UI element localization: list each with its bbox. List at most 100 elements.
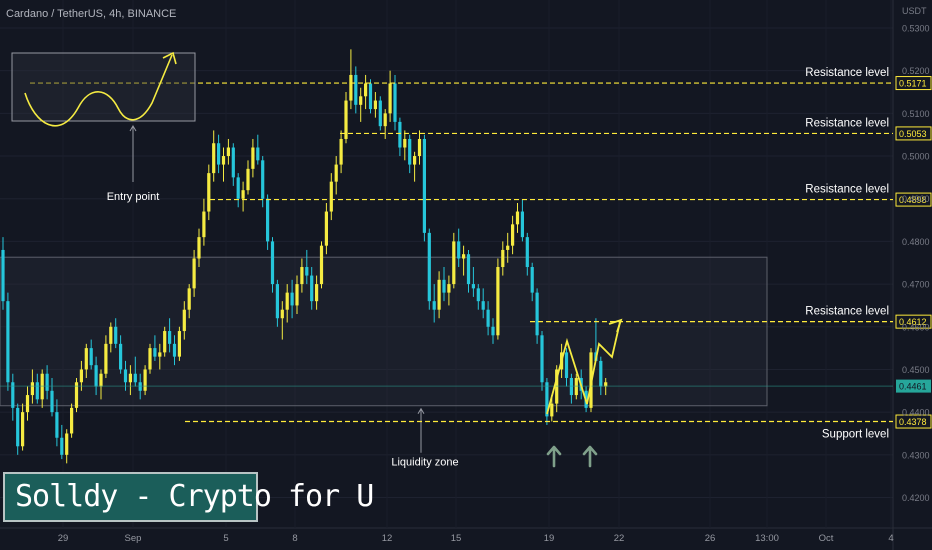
candle-body [94,365,98,387]
time-tick-label: 5 [223,533,228,544]
candle-body [339,138,343,165]
price-tick-label: 0.4500 [902,365,930,375]
current-price-badge [896,379,931,393]
watermark-badge: Solldy - Crypto for U [3,472,374,522]
level-price-label: 0.5171 [899,79,927,89]
candle-body [520,211,524,238]
bottom-marker-arrow [546,445,562,468]
candle-body [30,382,34,396]
time-tick-label: Oct [819,533,834,544]
candle-body [334,164,338,182]
candle-body [60,437,64,455]
double-bottom-path [546,321,621,415]
candle-body [25,395,30,413]
candle-body [217,143,221,165]
bottom-marker-arrow [582,445,598,468]
candle-body [437,279,441,310]
level-price-badge [895,76,932,91]
candle-body [168,331,172,344]
time-tick-label: 4 [888,533,893,544]
liquidity-zone-label: Liquidity zone [391,457,458,469]
level-price-badge [895,414,932,429]
candle-body [417,138,422,157]
candle-body [207,173,211,212]
price-tick-label: 0.4400 [902,408,930,418]
resistance-level-label: Resistance level [805,117,889,129]
candle-body [486,309,490,327]
candle-body [290,292,294,306]
candle-body [604,382,608,387]
candle-body [344,100,348,139]
candle-body [525,237,529,268]
time-tick-label: 22 [614,533,625,544]
candle-body [187,288,191,310]
level-price-badge [895,126,932,141]
level-price-label: 0.4378 [899,417,927,427]
level-price-label: 0.4612 [899,317,927,327]
candle-body [65,433,69,455]
time-tick-label: 8 [292,533,297,544]
level-price-label: 0.4898 [899,195,927,205]
price-tick-label: 0.5100 [902,109,930,119]
price-tick-label: 0.4200 [902,493,930,503]
level-price-badge [895,314,932,329]
candle-body [378,100,382,127]
time-tick-label: 13:00 [755,533,779,544]
candle-body [462,254,466,259]
candle-body [564,352,569,378]
levels-layer: 0.4461 Resistance level 0.5171 Resistance l… [0,67,932,441]
liquidity-zone-arrowhead [417,407,425,414]
candle-body [104,343,108,374]
time-tick-label: 26 [705,533,716,544]
resistance-level-label: Resistance level [805,306,889,318]
candle-body [143,369,147,391]
resistance-level-label: Resistance level [805,67,889,79]
candle-body [1,249,5,302]
candle-body [163,331,167,353]
time-axis[interactable]: 29 Sep 5 8 12 15 19 22 26 13:00 Oct 4 [58,533,894,544]
candle-body [535,292,539,336]
price-axis[interactable]: 0.5300 0.5200 0.5100 0.5000 0.4900 0.4800 0.47… [902,6,930,503]
candle-body [50,390,54,413]
candle-body [393,83,397,122]
price-unit-label: USDT [902,6,927,16]
candle-body [212,143,216,174]
candle-body [481,301,485,310]
candle-body [99,373,103,387]
price-tick-label: 0.4800 [902,237,930,247]
candle-body [158,352,162,357]
candle-body [368,83,373,110]
candle-body [236,177,240,199]
candle-body [403,138,407,148]
candle-body [128,373,132,383]
candle-body [123,369,128,383]
candle-body [202,211,206,238]
candle-body [315,284,319,302]
candle-body [295,284,299,306]
candle-body [231,147,235,178]
candle-body [466,254,471,285]
resistance-level-label: Resistance level [805,184,889,196]
candle-body [177,331,181,357]
candle-body [35,382,39,400]
candle-body [6,301,10,383]
level-price-label: 0.5053 [899,129,927,139]
candle-body [21,412,25,447]
candle-body [89,348,93,366]
candle-body [251,147,255,169]
price-tick-label: 0.5000 [902,152,930,162]
candle-body [476,288,480,302]
candle-body [119,343,123,370]
time-tick-label: 19 [544,533,555,544]
candle-body [197,237,201,259]
candle-body [422,138,426,233]
candle-body [310,275,314,302]
candle-body [550,403,554,417]
candle-body [70,407,74,434]
time-tick-label: Sep [125,533,142,544]
time-tick-label: 12 [382,533,393,544]
candle-body [275,284,279,319]
candle-body [324,211,328,246]
price-tick-label: 0.4700 [902,280,930,290]
